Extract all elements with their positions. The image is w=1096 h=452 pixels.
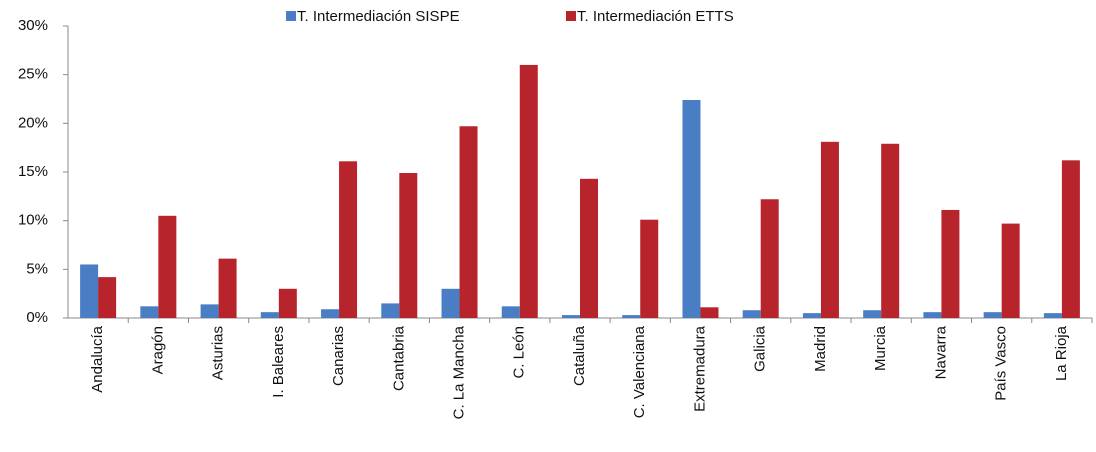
bar: [158, 215, 177, 318]
x-tick-label: Aragón: [149, 326, 166, 374]
bar: [700, 307, 719, 318]
bar: [278, 288, 297, 318]
x-tick-label: Cataluña: [571, 325, 588, 386]
bar: [820, 141, 839, 318]
x-tick-label: C. Valenciana: [631, 325, 648, 418]
x-tick-label: Madrid: [812, 326, 829, 372]
y-tick-label: 20%: [18, 114, 48, 131]
x-tick-label: Galicia: [752, 325, 769, 372]
bar: [923, 312, 942, 318]
y-tick-label: 10%: [18, 212, 48, 229]
bar: [742, 310, 761, 318]
bar: [640, 219, 659, 318]
bar: [682, 99, 701, 319]
x-tick-label: País Vasco: [993, 326, 1010, 401]
bar: [1043, 313, 1062, 318]
x-tick-label: La Rioja: [1053, 325, 1070, 381]
x-tick-label: Murcia: [872, 325, 889, 371]
x-tick-label: I. Baleares: [270, 326, 287, 398]
x-tick-label: Extremadura: [691, 325, 708, 412]
bar: [881, 143, 900, 318]
legend-label: T. Intermediación ETTS: [577, 8, 734, 25]
bar: [260, 312, 279, 318]
bar: [863, 310, 882, 318]
x-tick-label: C. León: [511, 326, 528, 379]
bar: [339, 161, 358, 318]
y-tick-label: 30%: [18, 17, 48, 34]
bar: [321, 309, 340, 318]
bar: [501, 306, 520, 318]
bar: [140, 306, 159, 318]
y-tick-label: 25%: [18, 66, 48, 83]
x-tick-label: Canarias: [330, 326, 347, 386]
x-tick-label: Andalucía: [89, 325, 106, 392]
bar: [441, 288, 460, 318]
bar: [1061, 160, 1080, 318]
bar: [519, 64, 538, 318]
y-tick-label: 5%: [26, 260, 48, 277]
bar: [802, 313, 821, 318]
bar: [983, 312, 1002, 318]
bar: [381, 303, 400, 318]
x-tick-label: Asturias: [210, 326, 227, 380]
y-tick-label: 0%: [26, 309, 48, 326]
y-tick-label: 15%: [18, 163, 48, 180]
bar: [200, 304, 219, 318]
bar: [98, 277, 117, 318]
bar: [218, 258, 237, 318]
bar: [622, 315, 641, 318]
bar: [760, 199, 779, 318]
bar: [1001, 223, 1020, 318]
legend-swatch: [286, 11, 296, 21]
x-tick-label: C. La Mancha: [450, 325, 467, 419]
x-tick-label: Cantabria: [390, 325, 407, 391]
legend-label: T. Intermediación SISPE: [297, 8, 460, 25]
bar: [399, 172, 418, 318]
bar: [580, 178, 598, 318]
bar: [941, 209, 960, 318]
bar: [562, 315, 580, 318]
legend-swatch: [566, 11, 576, 21]
bar: [459, 126, 478, 319]
x-tick-label: Navarra: [932, 325, 949, 379]
bar: [80, 264, 99, 318]
